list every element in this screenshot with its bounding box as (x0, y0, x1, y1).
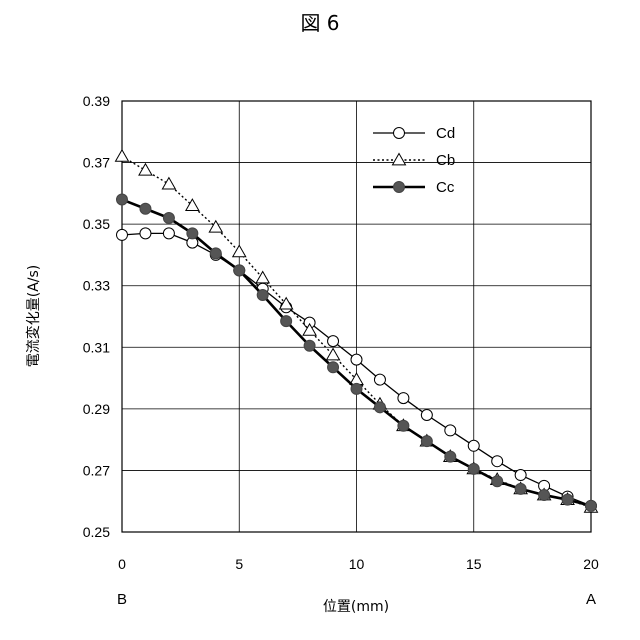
y-tick-label: 0.33 (83, 278, 110, 294)
plot-area (121, 100, 592, 533)
x-tick-label: 0 (118, 556, 126, 572)
data-point-cc (116, 193, 128, 206)
data-point-cc (256, 288, 269, 301)
data-point-cd (327, 335, 340, 348)
data-point-cb (161, 176, 177, 190)
data-point-cd (373, 373, 386, 386)
data-point-cb (325, 347, 341, 361)
data-point-cb (231, 244, 247, 258)
x-end-label-right: A (586, 591, 596, 608)
y-tick-label: 0.37 (83, 155, 110, 171)
data-point-cd (467, 439, 480, 452)
x-end-label-left: B (117, 591, 127, 608)
data-point-cc (444, 450, 457, 463)
data-point-cc (186, 227, 199, 240)
data-point-cb (302, 322, 317, 336)
grid (121, 100, 592, 533)
data-point-cc (585, 499, 597, 512)
x-axis: 0 5 10 15 20 (118, 556, 599, 572)
legend-label-cb: Cb (436, 152, 455, 169)
data-point-cc (327, 361, 340, 374)
data-point-cd (420, 409, 433, 422)
data-point-cd (139, 227, 152, 240)
x-axis-label: 位置(mm) (323, 599, 389, 615)
legend: Cd Cb Cc (373, 125, 455, 196)
x-tick-label: 15 (466, 556, 482, 572)
x-tick-label: 5 (235, 556, 243, 572)
legend-marker-cb (391, 152, 407, 166)
y-tick-label: 0.39 (83, 93, 110, 109)
y-axis: 0.25 0.27 0.29 0.31 0.33 0.35 0.37 0.39 (83, 93, 110, 540)
series-cc (116, 193, 597, 512)
data-point-cc (280, 315, 293, 328)
data-point-cd (444, 424, 457, 437)
data-point-cb (278, 296, 294, 310)
data-point-cb (208, 219, 224, 233)
data-point-cb (184, 198, 200, 212)
legend-label-cd: Cd (436, 125, 455, 142)
x-tick-label: 10 (349, 556, 365, 572)
legend-item-cb: Cb (373, 152, 455, 169)
data-point-cc (373, 401, 386, 414)
data-point-cc (561, 493, 574, 506)
data-point-cd (514, 469, 527, 482)
data-point-cc (514, 482, 527, 495)
y-tick-label: 0.35 (83, 216, 110, 232)
legend-label-cc: Cc (436, 179, 455, 196)
legend-item-cc: Cc (373, 179, 455, 196)
legend-marker-cd (393, 127, 405, 139)
x-tick-label: 20 (583, 556, 599, 572)
chart-title: 図 6 (300, 11, 339, 35)
y-tick-label: 0.27 (83, 462, 110, 478)
data-point-cd (491, 455, 504, 468)
data-point-cc (420, 435, 433, 448)
data-point-cb (138, 162, 153, 176)
data-point-cc (162, 211, 175, 224)
data-point-cd (350, 353, 363, 366)
y-tick-label: 0.29 (83, 401, 110, 417)
data-point-cc (467, 462, 480, 475)
data-point-cc (209, 247, 222, 260)
data-point-cc (350, 382, 363, 395)
data-point-cc (397, 419, 410, 432)
data-point-cd (397, 392, 410, 405)
legend-item-cd: Cd (373, 125, 455, 142)
data-point-cd (162, 227, 175, 240)
data-point-cd (116, 228, 128, 241)
data-point-cb (255, 270, 271, 284)
data-point-cc (538, 489, 551, 502)
y-tick-label: 0.25 (83, 524, 110, 540)
series-layer (114, 148, 599, 513)
data-point-cc (491, 475, 504, 488)
legend-marker-cc (393, 181, 405, 193)
data-point-cb (114, 148, 130, 162)
data-point-cb (349, 372, 364, 385)
data-point-cc (233, 264, 246, 277)
data-point-cc (139, 202, 152, 215)
data-point-cc (303, 339, 316, 352)
y-tick-label: 0.31 (83, 339, 110, 355)
y-axis-label: 電流変化量(A/s) (25, 265, 42, 368)
